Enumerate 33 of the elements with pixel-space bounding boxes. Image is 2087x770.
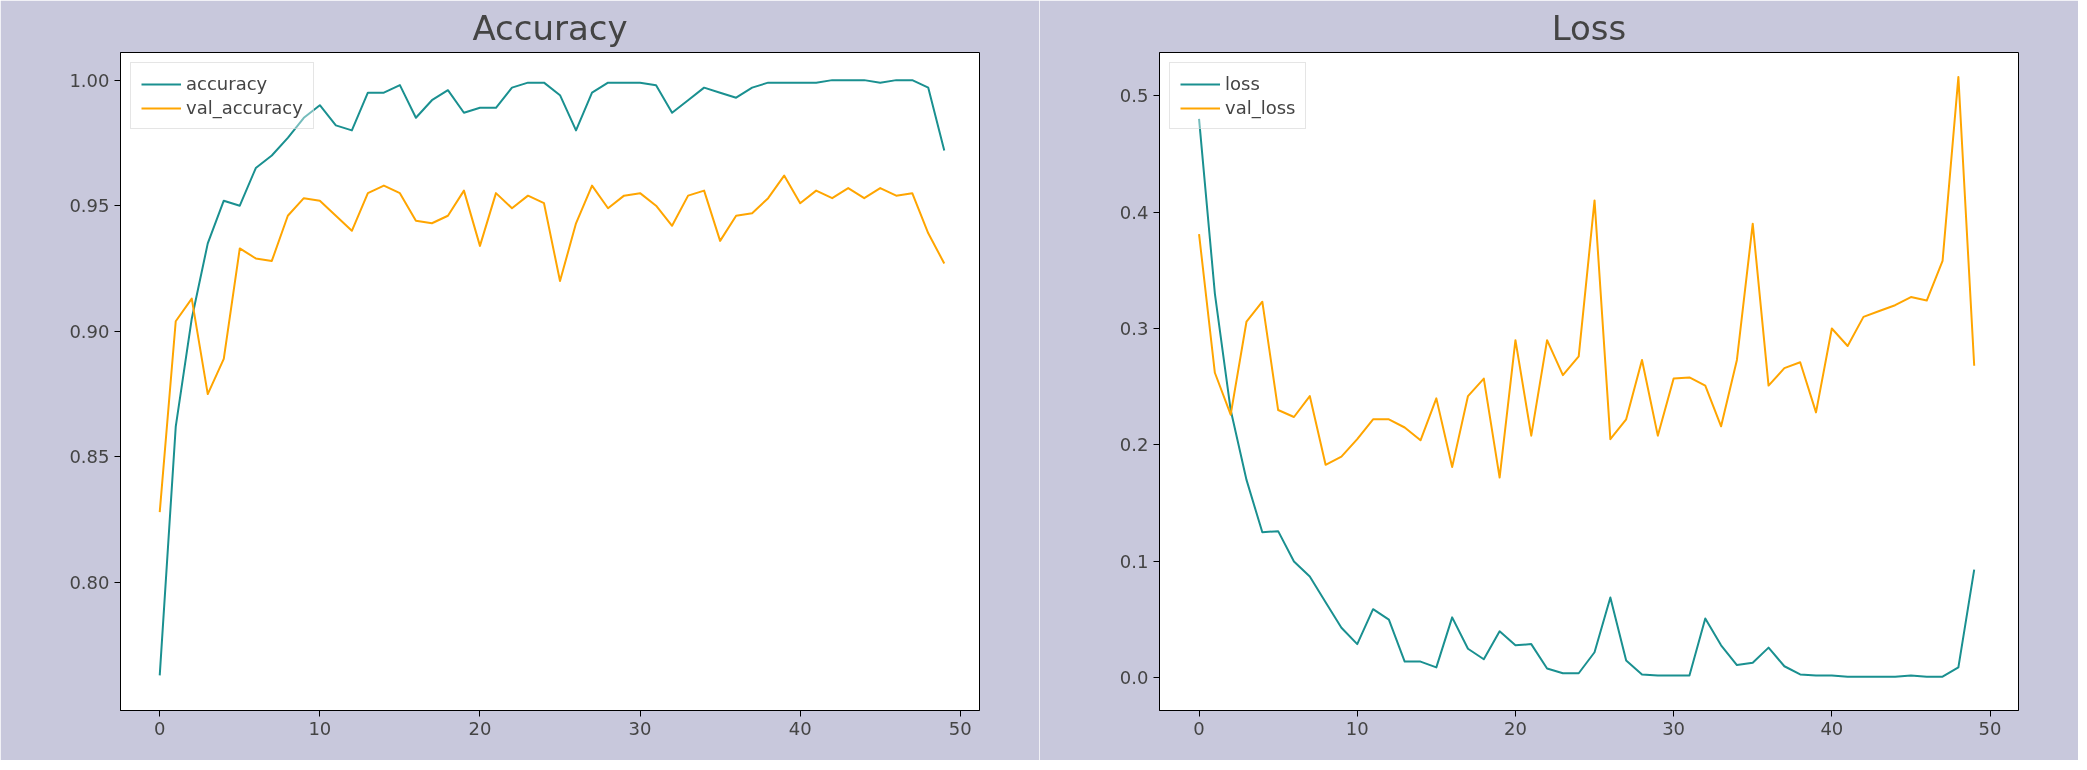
chart-title: Accuracy <box>472 7 628 48</box>
legend-label: accuracy <box>186 73 268 94</box>
x-tick-label: 20 <box>1503 717 1527 739</box>
y-tick-label: 0.0 <box>1119 667 1149 689</box>
y-tick-label: 0.5 <box>1119 85 1149 107</box>
y-tick-label: 0.2 <box>1119 434 1149 456</box>
x-tick-label: 30 <box>628 717 652 739</box>
line-series <box>1198 75 1976 479</box>
y-tick-label: 1.00 <box>69 69 110 91</box>
y-tick-label: 0.4 <box>1119 201 1149 223</box>
legend-label: val_accuracy <box>186 97 303 118</box>
x-tick-label: 10 <box>1345 717 1369 739</box>
x-tick-label: 10 <box>308 717 332 739</box>
line-series <box>1198 117 1976 678</box>
y-tick-label: 0.85 <box>69 446 110 468</box>
y-tick-label: 0.95 <box>69 195 110 217</box>
x-tick-label: 40 <box>788 717 812 739</box>
y-tick-label: 0.1 <box>1119 550 1149 572</box>
y-tick-label: 0.80 <box>69 571 110 593</box>
line-series <box>158 79 946 677</box>
x-tick-label: 0 <box>154 717 166 739</box>
chart-title: Loss <box>1551 7 1627 48</box>
x-tick-label: 20 <box>468 717 492 739</box>
legend-label: val_loss <box>1225 97 1296 118</box>
x-tick-label: 50 <box>948 717 972 739</box>
x-tick-label: 0 <box>1193 717 1205 739</box>
y-tick-label: 0.90 <box>69 320 110 342</box>
y-tick-label: 0.3 <box>1119 318 1149 340</box>
legend-label: loss <box>1225 73 1260 94</box>
x-tick-label: 50 <box>1978 717 2002 739</box>
x-tick-label: 30 <box>1662 717 1686 739</box>
x-tick-label: 40 <box>1820 717 1844 739</box>
line-series <box>158 174 946 514</box>
